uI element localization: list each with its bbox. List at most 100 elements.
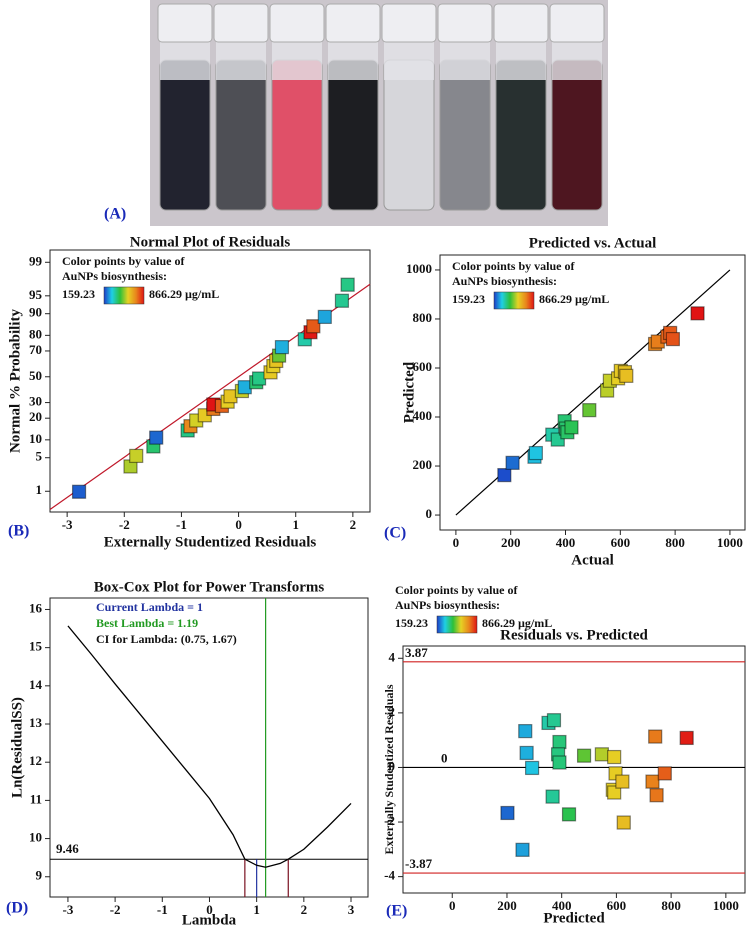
data-point	[607, 785, 622, 800]
vial-tube-top	[552, 40, 602, 80]
data-point	[615, 774, 630, 789]
panel-label: (D)	[6, 900, 28, 917]
vial-cap	[157, 3, 213, 43]
data-point	[505, 455, 520, 470]
x-tick-label: -3	[62, 517, 73, 532]
y-tick-label: 4	[389, 649, 396, 664]
y-axis-label: Externally Studentized Residuals	[382, 684, 396, 854]
boxcox-curve	[67, 625, 352, 868]
y-tick-label: 600	[413, 359, 433, 374]
data-point	[317, 309, 332, 325]
vial-cap	[493, 3, 549, 43]
x-tick-label: 1000	[717, 535, 743, 550]
y-tick-label: 80	[29, 326, 42, 341]
x-tick-label: -3	[63, 902, 74, 917]
data-point	[518, 724, 533, 739]
vial-tube-top	[272, 40, 322, 80]
y-tick-label: 95	[29, 287, 43, 302]
vial-tube-top	[160, 40, 210, 80]
colorbar-min-label: 159.23	[395, 616, 428, 630]
vial-photo	[150, 0, 608, 226]
data-point	[519, 745, 534, 761]
vial-tube-top	[328, 40, 378, 80]
data-point	[149, 430, 164, 445]
vial-tube-top	[384, 40, 434, 80]
x-tick-label: 600	[607, 898, 627, 913]
vial-cap	[437, 3, 493, 43]
data-point	[497, 468, 512, 483]
vial-cap	[325, 3, 381, 43]
y-tick-label: 15	[29, 639, 43, 654]
legend-title: Color points by value of	[452, 259, 575, 273]
colorbar-min-label: 159.23	[452, 292, 485, 306]
vial-body	[383, 59, 435, 211]
y-tick-label: 11	[30, 791, 42, 806]
x-tick-label: 800	[665, 535, 685, 550]
reference-line-label: -3.87	[405, 856, 433, 871]
plot-frame	[402, 645, 746, 894]
chart-title: Normal Plot of Residuals	[130, 234, 291, 250]
vial-tube-top	[496, 40, 546, 80]
data-point	[690, 306, 705, 321]
y-tick-label: 200	[413, 457, 433, 472]
y-axis-label: Predicted	[401, 361, 417, 423]
x-tick-label: 600	[611, 535, 631, 550]
x-tick-label: 400	[552, 898, 572, 913]
legend-title: AuNPs biosynthesis:	[395, 598, 500, 612]
x-tick-label: 200	[501, 535, 521, 550]
data-point	[576, 748, 592, 763]
y-tick-label: 70	[29, 342, 42, 357]
y-tick-label: 90	[29, 305, 42, 320]
x-tick-label: 0	[235, 517, 242, 532]
x-tick-label: 2	[301, 902, 308, 917]
data-point	[524, 760, 540, 776]
x-tick-label: 0	[453, 535, 460, 550]
plot-frame	[439, 254, 746, 531]
y-tick-label: 2	[389, 704, 396, 719]
x-axis-label: Predicted	[543, 910, 605, 926]
y-tick-label: 10	[29, 431, 42, 446]
data-point	[552, 734, 567, 750]
colorbar-max-label: 866.29 µg/mL	[539, 292, 609, 306]
vial-body	[551, 59, 603, 211]
data-point	[648, 729, 663, 744]
panel-label: (E)	[386, 903, 407, 920]
vial-body	[327, 59, 379, 211]
x-tick-label: 200	[497, 898, 517, 913]
data-point	[607, 749, 622, 765]
x-tick-label: 400	[556, 535, 576, 550]
data-point	[528, 445, 543, 461]
y-tick-label: 800	[413, 310, 433, 325]
y-tick-label: -2	[384, 813, 395, 828]
plot-frame	[49, 249, 371, 513]
y-axis-label: Normal % Probability	[7, 309, 23, 453]
y-tick-label: 12	[29, 753, 42, 768]
legend-title: AuNPs biosynthesis:	[62, 269, 167, 283]
colorbar	[493, 291, 535, 310]
data-point	[645, 774, 660, 789]
data-point	[340, 277, 355, 292]
data-point	[561, 807, 577, 822]
data-point	[657, 766, 672, 781]
y-axis-label: Ln(ResidualSS)	[9, 697, 25, 798]
data-point	[679, 730, 694, 746]
colorbar	[436, 615, 478, 634]
x-tick-label: 3	[348, 902, 355, 917]
y-tick-label: 13	[29, 715, 43, 730]
x-tick-label: 1	[253, 902, 260, 917]
vial-body	[271, 59, 323, 211]
y-tick-label: 9	[36, 868, 43, 883]
y-tick-label: 50	[29, 368, 42, 383]
data-point	[582, 403, 597, 418]
reference-line-label: 3.87	[405, 645, 428, 660]
data-point	[306, 319, 321, 334]
x-tick-label: 2	[350, 517, 357, 532]
data-point	[619, 368, 634, 383]
legend-title: Color points by value of	[62, 254, 185, 268]
y-tick-label: 1	[36, 482, 43, 497]
y-tick-label: 30	[29, 394, 42, 409]
vial-cap	[213, 3, 269, 43]
x-tick-label: -1	[157, 902, 168, 917]
x-tick-label: 1	[292, 517, 299, 532]
